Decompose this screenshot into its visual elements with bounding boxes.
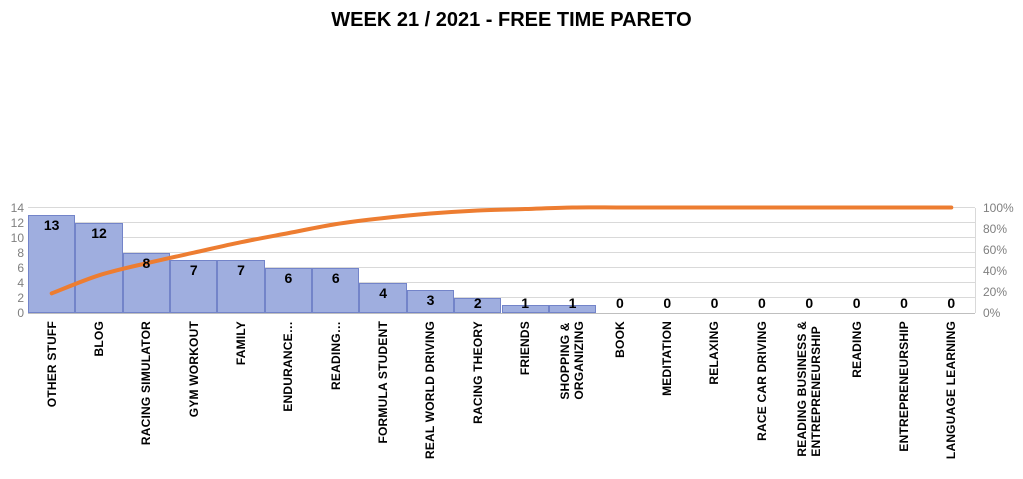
category-label-text: READING… <box>328 321 343 390</box>
category-label-text: READING <box>849 321 864 378</box>
category-label-text: BLOG <box>91 321 106 357</box>
bar-value-label: 0 <box>615 295 624 311</box>
category-label-text: RACING SIMULATOR <box>139 321 154 446</box>
category-label: READING… <box>312 321 359 479</box>
category-label: FAMILY <box>217 321 264 479</box>
bar-value-label: 4 <box>379 284 387 301</box>
chart-title: WEEK 21 / 2021 - FREE TIME PARETO <box>331 9 692 31</box>
bar-value-label: 0 <box>947 295 956 311</box>
category-label-text: ENTREPRENEURSHIP <box>896 321 911 452</box>
category-label: FRIENDS <box>502 321 549 479</box>
bar-value-label: 3 <box>426 292 435 309</box>
category-label-text: FRIENDS <box>518 321 533 376</box>
gridline <box>28 222 975 224</box>
bar[interactable] <box>454 297 502 313</box>
bar-value-label: 1 <box>568 295 577 311</box>
bar-value-label: 1 <box>521 295 530 311</box>
category-label: FORMULA STUDENT <box>359 321 406 479</box>
bar-value-label: 8 <box>142 254 151 271</box>
category-label: RACING SIMULATOR <box>123 321 170 479</box>
bar-value-label: 7 <box>237 262 245 279</box>
plot-right-border <box>975 207 976 313</box>
bar-value-label: 6 <box>331 269 340 286</box>
category-label: READING BUSINESS & ENTREPRENEURSHIP <box>786 321 833 479</box>
category-label-text: GYM WORKOUT <box>186 321 201 418</box>
left-axis-tick-label: 0 <box>17 306 24 320</box>
category-label: OTHER STUFF <box>28 321 75 479</box>
bar-value-label: 0 <box>758 295 766 311</box>
category-label-text: FAMILY <box>233 321 248 366</box>
category-label: BLOG <box>75 321 122 479</box>
right-axis-tick-label: 80% <box>983 221 1008 236</box>
category-label-text: RACE CAR DRIVING <box>754 321 769 441</box>
category-label-text: MEDITATION <box>660 321 675 396</box>
bar-value-label: 0 <box>805 295 814 311</box>
category-label-text: RELAXING <box>707 321 722 385</box>
left-axis-tick-label: 4 <box>17 275 24 290</box>
category-label-text: REAL WORLD DRIVING <box>423 321 438 460</box>
left-axis-tick-label: 14 <box>10 200 24 215</box>
bar-value-label: 7 <box>189 262 198 279</box>
bar-value-label: 0 <box>663 295 672 311</box>
category-label: GYM WORKOUT <box>170 321 217 479</box>
category-label-text: FORMULA STUDENT <box>376 321 391 444</box>
right-axis-tick-label: 20% <box>983 284 1008 299</box>
right-axis-tick-label: 0% <box>983 306 1001 320</box>
bar-value-label: 0 <box>710 295 719 311</box>
bar-value-label: 0 <box>852 295 861 311</box>
left-axis-tick-label: 2 <box>17 290 24 305</box>
bar[interactable] <box>501 305 549 313</box>
bar-value-label: 6 <box>284 269 293 286</box>
bar-value-label: 2 <box>473 295 482 311</box>
category-label: LANGUAGE LEARNING <box>928 321 975 479</box>
bar-value-label: 0 <box>900 295 908 311</box>
left-axis-tick-label: 8 <box>17 245 24 260</box>
category-label: RELAXING <box>691 321 738 479</box>
left-axis-tick-label: 10 <box>10 230 24 245</box>
gridline <box>28 312 975 314</box>
category-label: RACING THEORY <box>454 321 501 479</box>
category-label-text: OTHER STUFF <box>44 321 59 408</box>
category-label: SHOPPING & ORGANIZING <box>549 321 596 479</box>
right-axis-tick-label: 60% <box>983 242 1008 257</box>
gridline <box>28 207 975 208</box>
category-label: RACE CAR DRIVING <box>738 321 785 479</box>
category-label-text: ENDURANCE… <box>281 321 296 412</box>
category-label: READING <box>833 321 880 479</box>
category-label-text: RACING THEORY <box>470 321 485 424</box>
category-label: BOOK <box>596 321 643 479</box>
category-label-text: LANGUAGE LEARNING <box>944 321 959 460</box>
category-label-text: SHOPPING & ORGANIZING <box>558 321 587 400</box>
left-axis-tick-label: 12 <box>10 215 24 230</box>
category-label: ENDURANCE… <box>265 321 312 479</box>
left-axis-tick-label: 6 <box>17 260 24 275</box>
category-label: MEDITATION <box>644 321 691 479</box>
right-axis-tick-label: 40% <box>983 263 1008 278</box>
category-label: REAL WORLD DRIVING <box>407 321 454 479</box>
category-label-text: BOOK <box>612 321 627 358</box>
bar-value-label: 13 <box>43 217 60 234</box>
category-label: ENTREPRENEURSHIP <box>880 321 927 479</box>
gridline <box>28 252 975 254</box>
right-axis-tick-label: 100% <box>983 200 1014 215</box>
bar-value-label: 12 <box>91 224 107 241</box>
gridline <box>28 237 975 239</box>
gridline <box>28 297 975 299</box>
category-label-text: READING BUSINESS & ENTREPRENEURSHIP <box>795 321 824 457</box>
bar[interactable] <box>548 305 597 313</box>
